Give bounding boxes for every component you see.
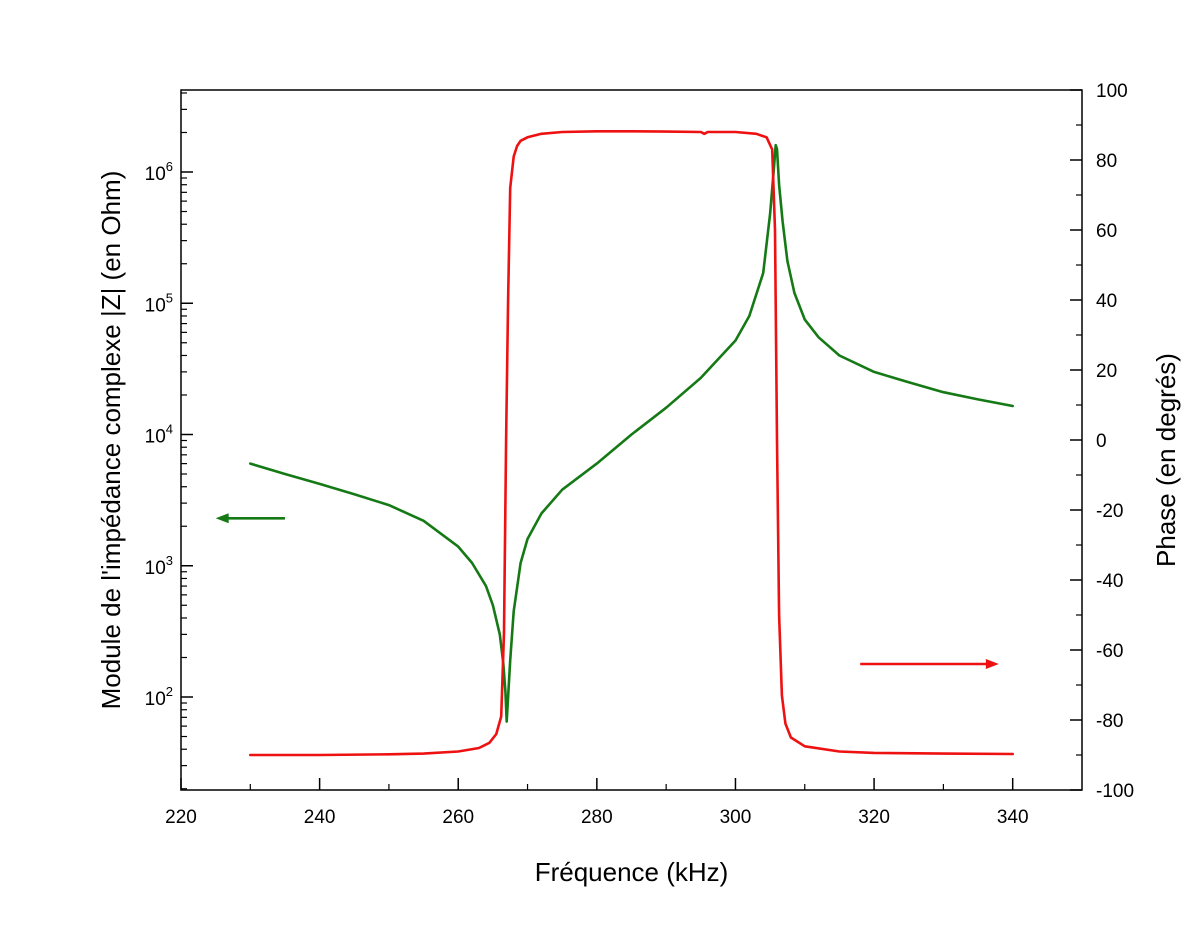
x-axis-title: Fréquence (kHz): [535, 857, 729, 887]
impedance-magnitude-line: [249, 143, 1015, 723]
y-right-tick-label: 80: [1096, 151, 1117, 172]
left-y-axis-title: Module de l'impédance complexe |Z| (en O…: [96, 171, 126, 710]
y-right-tick-label: -100: [1096, 781, 1134, 802]
right-y-axis-ticks: 100 80 60 40 20 0 -20 -40 -60 -80 -100: [1070, 81, 1134, 802]
annotation-arrows: [215, 513, 999, 669]
y-right-tick-label: -20: [1096, 501, 1123, 522]
y-right-tick-label: 100: [1096, 81, 1128, 102]
y-left-tick-label: 105: [145, 290, 173, 316]
y-right-tick-label: -80: [1096, 711, 1123, 732]
y-right-tick-label: -40: [1096, 571, 1123, 592]
plot-frame: [180, 89, 1083, 791]
y-right-tick-label: 40: [1096, 291, 1117, 312]
y-right-tick-label: 0: [1096, 431, 1107, 452]
y-left-tick-label: 104: [145, 422, 173, 448]
y-left-tick-label: 103: [145, 553, 173, 579]
y-right-tick-label: 20: [1096, 361, 1117, 382]
phase-line: [249, 130, 1015, 757]
right-axis-arrow: [860, 659, 999, 669]
right-y-axis-title: Phase (en degrés): [1151, 353, 1181, 567]
x-axis-ticks: 220 240 260 280 300 320 340: [165, 778, 1029, 828]
left-y-axis-ticks: 102 103 104 105 106: [145, 92, 193, 790]
x-tick-label: 220: [165, 807, 197, 828]
series-group: [249, 130, 1015, 757]
x-tick-label: 320: [858, 807, 890, 828]
y-right-tick-label: 60: [1096, 221, 1117, 242]
left-axis-arrow: [215, 513, 285, 524]
y-left-tick-label: 106: [145, 159, 173, 185]
y-left-tick-label: 102: [145, 684, 173, 710]
x-tick-label: 300: [720, 807, 752, 828]
y-right-tick-label: -60: [1096, 641, 1123, 662]
x-tick-label: 340: [997, 807, 1029, 828]
x-tick-label: 240: [304, 807, 336, 828]
x-tick-label: 260: [442, 807, 474, 828]
x-tick-label: 280: [581, 807, 613, 828]
